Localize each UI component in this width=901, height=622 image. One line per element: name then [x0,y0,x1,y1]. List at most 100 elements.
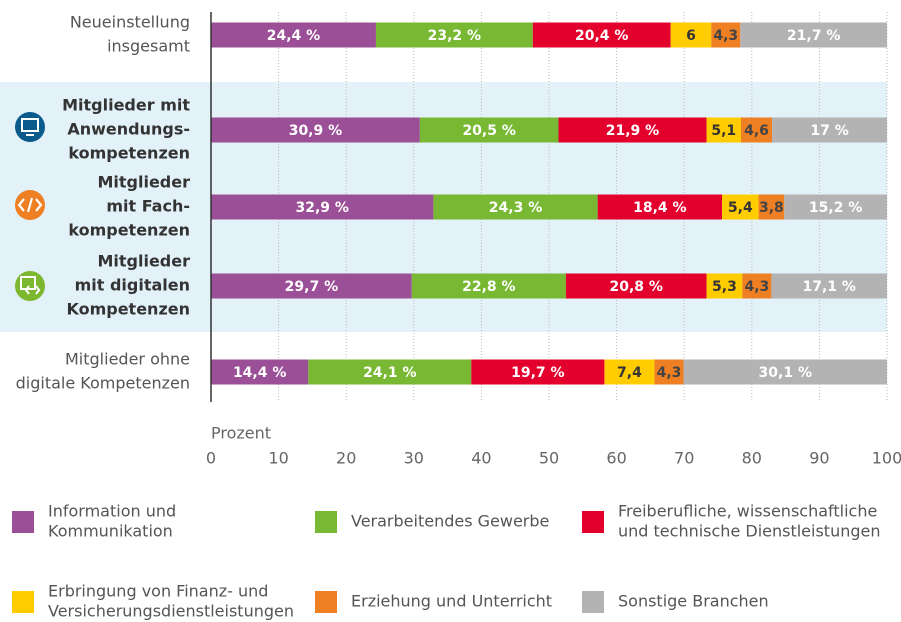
legend-swatch [582,591,604,613]
value-label: 21,7 % [787,28,840,44]
value-label: 17 % [810,123,848,139]
value-label: 5,3 [712,279,737,295]
icon [15,190,45,220]
bar-segment [604,359,655,385]
category-label: digitale Kompetenzen [16,374,190,393]
x-tick-label: 100 [872,449,901,468]
legend-label: Information und [48,502,176,521]
bar-segment [375,22,533,48]
bar-segment [758,194,785,220]
bar-segment [419,117,559,143]
legend-swatch [12,511,34,533]
category-label: Mitglieder [97,173,190,192]
bar-segment [597,194,723,220]
bar-segment [558,117,707,143]
value-label: 29,7 % [285,279,338,295]
category-label: mit digitalen [75,276,190,295]
bar-segment [565,273,707,299]
bar-segment [670,22,712,48]
x-tick-label: 0 [206,449,216,468]
category-label: Kompetenzen [66,300,190,319]
category-label: Anwendungs- [67,120,190,139]
x-tick-label: 80 [742,449,762,468]
icon [15,112,45,142]
bar-segment [211,117,420,143]
bar-segment [740,117,773,143]
value-label: 7,4 [617,365,642,381]
x-tick-label: 90 [809,449,829,468]
bar-segment [654,359,684,385]
value-label: 21,9 % [606,123,659,139]
value-label: 5,4 [728,200,753,216]
legend-label: Sonstige Branchen [618,592,769,611]
value-label: 18,4 % [633,200,686,216]
legend-label: und technische Dienstleistungen [618,522,881,541]
value-label: 30,9 % [289,123,342,139]
value-label: 19,7 % [511,365,564,381]
category-label: mit Fach- [106,197,190,216]
x-tick-label: 60 [606,449,626,468]
value-label: 22,8 % [462,279,515,295]
bar-segment [308,359,472,385]
bar-segment [211,359,309,385]
legend-label: Kommunikation [48,522,173,541]
value-label: 15,2 % [809,200,862,216]
category-label: Mitglieder ohne [65,350,190,369]
value-label: 6 [686,28,696,44]
value-label: 24,4 % [267,28,320,44]
category-label: Neueinstellung [70,13,190,32]
bar-segment [211,22,376,48]
bar-segment [532,22,671,48]
legend-swatch [582,511,604,533]
value-label: 30,1 % [759,365,812,381]
category-label: kompetenzen [68,221,190,240]
bar-segment [772,117,887,143]
category-label: Mitglieder [97,252,190,271]
x-tick-label: 70 [674,449,694,468]
value-label: 4,3 [744,279,769,295]
bar-segment [784,194,887,220]
value-label: 24,3 % [489,200,542,216]
x-tick-label: 40 [471,449,491,468]
category-label: Mitglieder mit [62,96,190,115]
bar-segment [706,117,741,143]
bar-segment [411,273,566,299]
value-label: 24,1 % [363,365,416,381]
x-tick-label: 10 [268,449,288,468]
value-label: 20,5 % [462,123,515,139]
x-tick-label: 50 [539,449,559,468]
legend-swatch [315,511,337,533]
value-label: 4,3 [713,28,738,44]
legend-swatch [315,591,337,613]
value-label: 4,6 [744,123,769,139]
bar-segment [771,273,887,299]
bar-segment [211,273,412,299]
icon [15,271,45,301]
value-label: 23,2 % [428,28,481,44]
legend-label: Freiberufliche, wissenschaftliche [618,502,877,521]
bar-segment [433,194,598,220]
bar-segment [711,22,741,48]
bar-segment [722,194,759,220]
legend-label: Verarbeitendes Gewerbe [351,512,549,531]
legend-label: Versicherungsdienstleistungen [48,602,294,621]
value-label: 14,4 % [233,365,286,381]
x-tick-label: 20 [336,449,356,468]
bar-segment [742,273,772,299]
value-label: 20,8 % [609,279,662,295]
legend-label: Erbringung von Finanz- und [48,582,268,601]
bar-segment [706,273,743,299]
bar-segment [471,359,605,385]
value-label: 32,9 % [295,200,348,216]
x-axis-label: Prozent [211,424,271,443]
value-label: 5,1 [711,123,736,139]
bar-segment [740,22,887,48]
category-label: insgesamt [107,37,190,56]
bar-segment [683,359,887,385]
value-label: 4,3 [657,365,682,381]
value-label: 20,4 % [575,28,628,44]
category-label: kompetenzen [68,144,190,163]
x-tick-label: 30 [404,449,424,468]
value-label: 17,1 % [802,279,855,295]
